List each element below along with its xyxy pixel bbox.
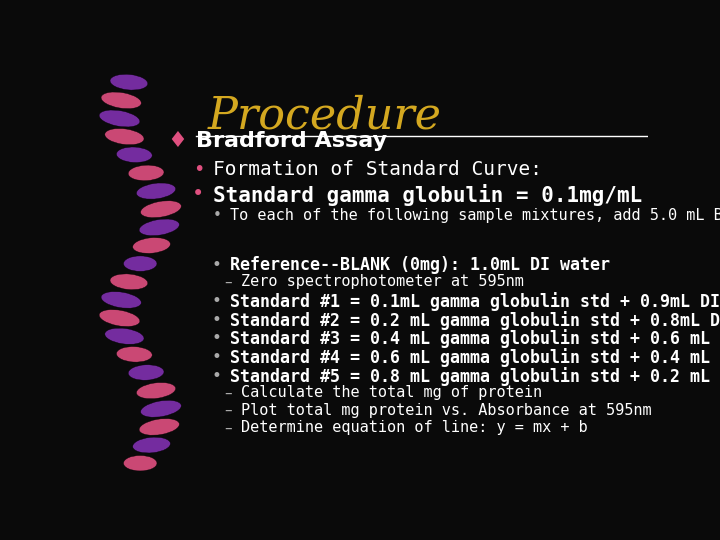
Ellipse shape — [124, 456, 157, 471]
Text: Standard #4 = 0.6 mL gamma globulin std + 0.4 mL DI: Standard #4 = 0.6 mL gamma globulin std … — [230, 348, 720, 367]
Ellipse shape — [99, 110, 140, 127]
Ellipse shape — [117, 347, 152, 362]
Text: •: • — [211, 255, 221, 274]
Text: Standard gamma globulin = 0.1mg/mL: Standard gamma globulin = 0.1mg/mL — [213, 184, 642, 206]
Ellipse shape — [140, 400, 181, 417]
Text: •: • — [211, 348, 221, 366]
Text: Standard #3 = 0.4 mL gamma globulin std + 0.6 mL DI: Standard #3 = 0.4 mL gamma globulin std … — [230, 329, 720, 348]
Ellipse shape — [105, 328, 144, 345]
Ellipse shape — [110, 75, 148, 90]
Text: Calculate the total mg of protein: Calculate the total mg of protein — [240, 386, 541, 400]
Ellipse shape — [132, 238, 171, 253]
Text: •: • — [211, 292, 221, 310]
Text: Standard #2 = 0.2 mL gamma globulin std + 0.8mL DI: Standard #2 = 0.2 mL gamma globulin std … — [230, 310, 720, 329]
Ellipse shape — [140, 201, 181, 218]
Text: •: • — [211, 367, 221, 384]
Text: •: • — [211, 329, 221, 347]
Ellipse shape — [105, 129, 144, 145]
Ellipse shape — [101, 92, 141, 109]
Text: Bradford Assay: Bradford Assay — [196, 131, 387, 151]
Text: Formation of Standard Curve:: Formation of Standard Curve: — [213, 160, 541, 179]
Text: Reference--BLANK (0mg): 1.0mL DI water: Reference--BLANK (0mg): 1.0mL DI water — [230, 255, 610, 274]
Text: Standard #5 = 0.8 mL gamma globulin std + 0.2 mL DI: Standard #5 = 0.8 mL gamma globulin std … — [230, 367, 720, 386]
Text: Zero spectrophotometer at 595nm: Zero spectrophotometer at 595nm — [240, 274, 523, 289]
Text: Determine equation of line: y = mx + b: Determine equation of line: y = mx + b — [240, 420, 588, 435]
Ellipse shape — [132, 437, 171, 453]
Ellipse shape — [117, 147, 152, 163]
Text: –: – — [225, 274, 233, 289]
Text: Procedure: Procedure — [207, 94, 441, 137]
Text: •: • — [193, 160, 204, 179]
Ellipse shape — [139, 219, 179, 235]
Ellipse shape — [128, 364, 164, 380]
Text: •: • — [212, 208, 221, 223]
Text: –: – — [225, 386, 233, 400]
Ellipse shape — [101, 292, 141, 308]
Text: ♦: ♦ — [168, 131, 188, 151]
Ellipse shape — [128, 165, 164, 181]
Text: Plot total mg protein vs. Absorbance at 595nm: Plot total mg protein vs. Absorbance at … — [240, 403, 652, 418]
Ellipse shape — [124, 256, 157, 271]
Text: •: • — [192, 184, 204, 204]
Text: •: • — [211, 310, 221, 328]
Text: –: – — [225, 403, 233, 418]
Text: Standard #1 = 0.1mL gamma globulin std + 0.9mL DI: Standard #1 = 0.1mL gamma globulin std +… — [230, 292, 719, 311]
Ellipse shape — [99, 309, 140, 327]
Ellipse shape — [136, 183, 176, 199]
Text: To each of the following sample mixtures, add 5.0 mL Bradford dye reagent , wait: To each of the following sample mixtures… — [230, 208, 720, 223]
Ellipse shape — [139, 418, 179, 435]
Ellipse shape — [110, 274, 148, 289]
Text: –: – — [225, 420, 233, 435]
Ellipse shape — [136, 382, 176, 399]
